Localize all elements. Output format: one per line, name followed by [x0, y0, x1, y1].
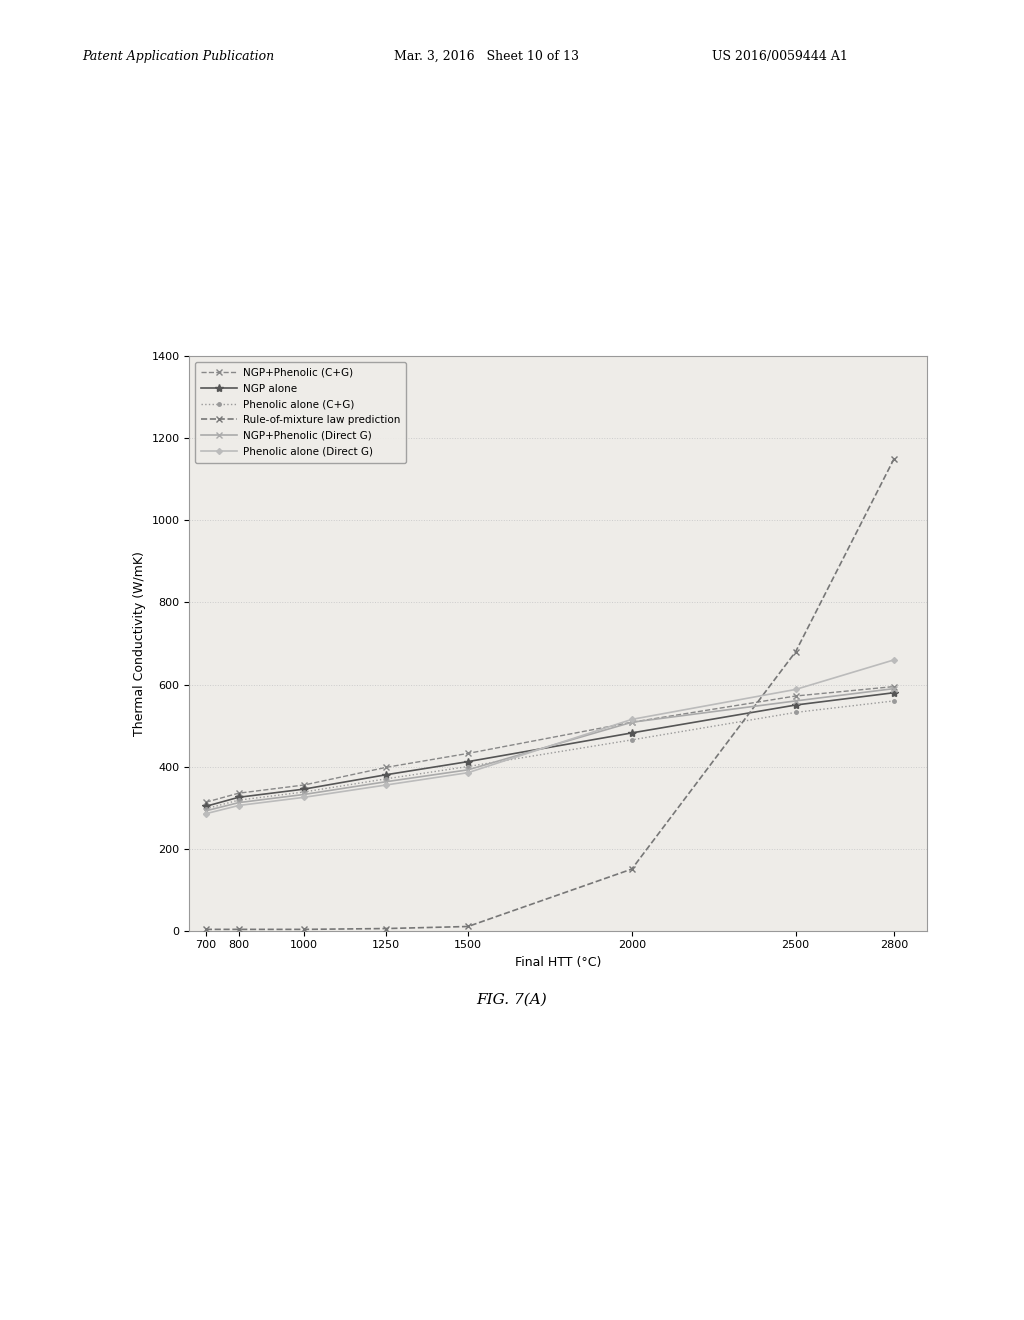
NGP alone: [200, 799, 212, 814]
NGP+Phenolic (C+G): [232, 785, 245, 801]
Rule-of-mixture law prediction: [380, 920, 392, 936]
Phenolic alone (C+G): [232, 792, 245, 808]
NGP+Phenolic (Direct G): [888, 681, 900, 697]
NGP alone: [298, 781, 310, 797]
Line: NGP alone: NGP alone: [202, 689, 898, 810]
NGP alone: [380, 767, 392, 783]
NGP alone: [790, 697, 802, 713]
NGP+Phenolic (C+G): [790, 688, 802, 704]
Line: Phenolic alone (Direct G): Phenolic alone (Direct G): [204, 657, 896, 816]
NGP+Phenolic (C+G): [462, 746, 474, 762]
NGP+Phenolic (Direct G): [790, 693, 802, 709]
Phenolic alone (Direct G): [888, 652, 900, 668]
Phenolic alone (C+G): [380, 771, 392, 787]
Text: US 2016/0059444 A1: US 2016/0059444 A1: [712, 50, 848, 63]
X-axis label: Final HTT (°C): Final HTT (°C): [515, 956, 601, 969]
Phenolic alone (Direct G): [626, 711, 638, 727]
NGP+Phenolic (C+G): [200, 795, 212, 810]
Rule-of-mixture law prediction: [626, 861, 638, 876]
Rule-of-mixture law prediction: [298, 921, 310, 937]
Legend: NGP+Phenolic (C+G), NGP alone, Phenolic alone (C+G), Rule-of-mixture law predict: NGP+Phenolic (C+G), NGP alone, Phenolic …: [195, 362, 407, 463]
NGP+Phenolic (Direct G): [200, 803, 212, 818]
Phenolic alone (Direct G): [462, 764, 474, 780]
NGP+Phenolic (Direct G): [380, 774, 392, 789]
NGP+Phenolic (Direct G): [298, 787, 310, 803]
Phenolic alone (Direct G): [200, 805, 212, 821]
Phenolic alone (C+G): [888, 693, 900, 709]
Phenolic alone (C+G): [626, 733, 638, 748]
Phenolic alone (Direct G): [380, 777, 392, 793]
Line: Phenolic alone (C+G): Phenolic alone (C+G): [203, 697, 897, 812]
Text: FIG. 7(A): FIG. 7(A): [476, 993, 548, 1006]
Rule-of-mixture law prediction: [790, 644, 802, 660]
NGP alone: [888, 685, 900, 701]
NGP+Phenolic (C+G): [626, 714, 638, 730]
Phenolic alone (C+G): [790, 705, 802, 721]
NGP+Phenolic (C+G): [888, 678, 900, 694]
Phenolic alone (Direct G): [790, 681, 802, 697]
NGP+Phenolic (C+G): [380, 759, 392, 775]
Phenolic alone (Direct G): [232, 797, 245, 813]
Line: NGP+Phenolic (C+G): NGP+Phenolic (C+G): [203, 684, 897, 805]
Rule-of-mixture law prediction: [888, 451, 900, 467]
NGP+Phenolic (Direct G): [626, 714, 638, 730]
Text: Mar. 3, 2016   Sheet 10 of 13: Mar. 3, 2016 Sheet 10 of 13: [394, 50, 580, 63]
Rule-of-mixture law prediction: [232, 921, 245, 937]
NGP+Phenolic (Direct G): [232, 795, 245, 810]
NGP alone: [626, 725, 638, 741]
NGP+Phenolic (Direct G): [462, 762, 474, 777]
NGP alone: [462, 754, 474, 770]
Line: NGP+Phenolic (Direct G): NGP+Phenolic (Direct G): [203, 686, 897, 813]
NGP alone: [232, 789, 245, 805]
Phenolic alone (C+G): [298, 784, 310, 800]
Phenolic alone (C+G): [462, 759, 474, 775]
NGP+Phenolic (C+G): [298, 777, 310, 793]
Text: Patent Application Publication: Patent Application Publication: [82, 50, 274, 63]
Rule-of-mixture law prediction: [200, 921, 212, 937]
Y-axis label: Thermal Conductivity (W/mK): Thermal Conductivity (W/mK): [133, 550, 146, 737]
Rule-of-mixture law prediction: [462, 919, 474, 935]
Phenolic alone (C+G): [200, 801, 212, 817]
Phenolic alone (Direct G): [298, 789, 310, 805]
Line: Rule-of-mixture law prediction: Rule-of-mixture law prediction: [203, 457, 897, 932]
